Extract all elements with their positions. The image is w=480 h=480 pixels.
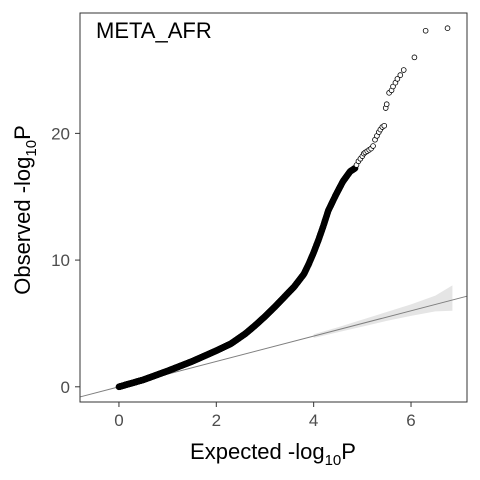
- chart-title: META_AFR: [96, 18, 212, 43]
- tail-point: [444, 25, 451, 32]
- confidence-band: [313, 285, 453, 339]
- x-tick-label: 4: [309, 411, 318, 430]
- x-tick-label: 6: [406, 411, 415, 430]
- y-axis-title: Observed -log10P: [10, 125, 40, 295]
- tail-point: [411, 54, 418, 61]
- tail-point: [394, 76, 401, 82]
- tail-point: [370, 143, 376, 149]
- y-tick-label: 20: [51, 124, 70, 143]
- x-tick-label: 0: [114, 411, 123, 430]
- tail-point: [390, 83, 396, 90]
- x-axis-ticks: 0 2 4 6: [114, 402, 416, 430]
- tail-point: [400, 67, 407, 73]
- y-tick-label: 0: [61, 378, 70, 397]
- tail-point: [422, 27, 429, 34]
- y-axis-title-base: Observed -log: [10, 157, 35, 295]
- x-axis-title: Expected -log10P: [190, 439, 356, 469]
- tail-point: [381, 122, 388, 129]
- confidence-band-layer: [313, 285, 453, 339]
- tail-point: [383, 101, 390, 108]
- x-axis-title-subscript: 10: [325, 452, 342, 469]
- x-axis-title-base: Expected -log: [190, 439, 325, 464]
- y-axis-ticks: 0 10 20: [51, 124, 80, 397]
- x-tick-label: 2: [212, 411, 221, 430]
- panel-background: [80, 13, 467, 402]
- y-tick-label: 10: [51, 251, 70, 270]
- tail-point: [397, 72, 404, 78]
- y-axis-title-subscript: 10: [23, 140, 40, 157]
- x-axis-title-suffix: P: [341, 439, 356, 464]
- y-axis-title-suffix: P: [10, 125, 35, 140]
- panel-border: [79, 12, 468, 403]
- points-layer: [115, 25, 451, 391]
